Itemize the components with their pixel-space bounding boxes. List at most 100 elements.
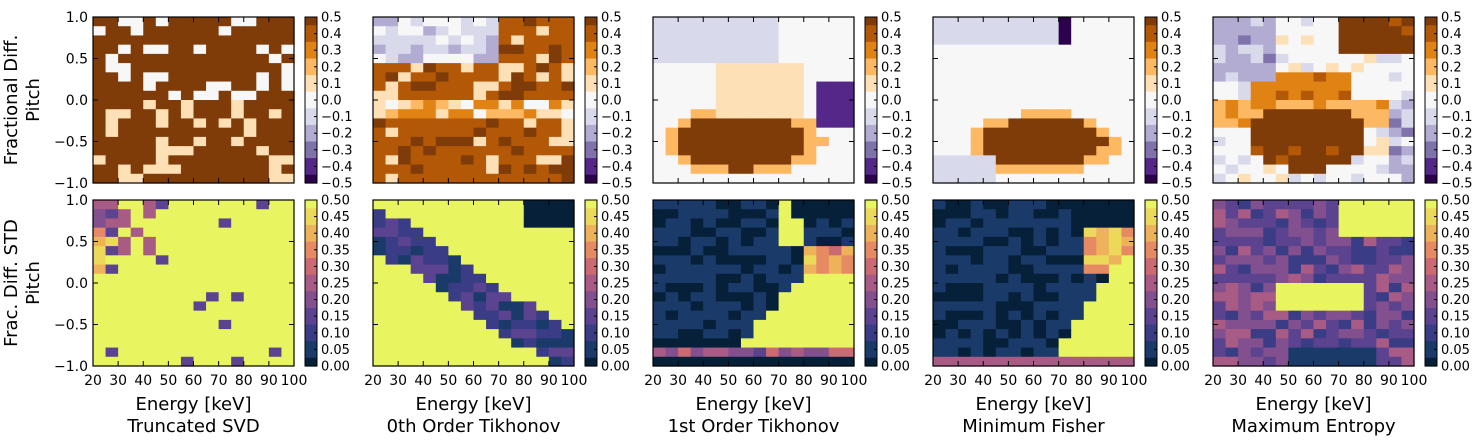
- heatmap-cell: [398, 155, 412, 166]
- heatmap-cell: [1096, 53, 1110, 64]
- heatmap-cell: [373, 53, 387, 64]
- colorbar-segment: [585, 287, 597, 292]
- heatmap-cell: [778, 227, 792, 238]
- heatmap-cell: [995, 127, 1009, 138]
- heatmap-cell: [1121, 35, 1135, 46]
- heatmap-cell: [1108, 109, 1123, 120]
- colorbar-tick-label: 0.1: [601, 77, 622, 92]
- heatmap-cell: [231, 127, 245, 138]
- heatmap-cell: [1058, 200, 1072, 210]
- colorbar-tick-label: 0.20: [881, 293, 910, 308]
- colorbar-segment: [305, 25, 317, 31]
- heatmap-cell: [523, 310, 537, 321]
- heatmap-cell: [740, 356, 755, 367]
- heatmap-cell: [1238, 338, 1252, 349]
- heatmap-cell: [1376, 292, 1390, 303]
- heatmap-cell: [105, 264, 119, 275]
- heatmap-cell: [193, 90, 207, 101]
- heatmap-cell: [766, 63, 780, 73]
- heatmap-cell: [778, 209, 792, 220]
- heatmap-cell: [1020, 146, 1035, 156]
- heatmap-cell: [1071, 136, 1085, 147]
- heatmap-cell: [231, 81, 245, 92]
- heatmap-cell: [1326, 347, 1340, 358]
- heatmap-cell: [193, 26, 207, 37]
- heatmap-cell: [180, 118, 195, 129]
- heatmap-cell: [1363, 301, 1377, 312]
- heatmap-cell: [410, 356, 424, 367]
- colorbar-segment: [305, 100, 317, 105]
- heatmap-cell: [410, 109, 424, 120]
- colorbar-segment: [865, 241, 877, 247]
- heatmap-cell: [1121, 338, 1135, 349]
- heatmap-cell: [398, 100, 412, 110]
- heatmap-cell: [1071, 127, 1085, 138]
- heatmap-cell: [945, 100, 959, 110]
- heatmap-cell: [1275, 100, 1289, 110]
- colorbar-segment: [1425, 33, 1437, 39]
- colorbar-tick-label: 0.5: [881, 11, 902, 26]
- colorbar-tick-label: 0.5: [321, 11, 342, 26]
- heatmap-cell: [1351, 44, 1365, 55]
- heatmap-cell: [1096, 236, 1110, 247]
- heatmap-cell: [1351, 264, 1365, 275]
- heatmap-cell: [410, 164, 424, 175]
- heatmap-cell: [398, 63, 412, 73]
- heatmap-cell: [1376, 301, 1390, 312]
- heatmap-cell: [1020, 100, 1035, 110]
- heatmap-cell: [1376, 17, 1390, 27]
- heatmap-cell: [218, 17, 232, 27]
- heatmap-cell: [435, 63, 449, 73]
- heatmap-cell: [1121, 100, 1135, 110]
- heatmap-cell: [256, 329, 270, 339]
- colorbar-segment: [1145, 328, 1157, 334]
- heatmap-cell: [983, 356, 997, 367]
- heatmap-cell: [1033, 246, 1047, 256]
- heatmap-cell: [983, 347, 997, 358]
- heatmap-cell: [1083, 173, 1097, 184]
- heatmap-cell: [678, 164, 692, 175]
- heatmap-cell: [105, 90, 119, 101]
- heatmap-cell: [678, 136, 692, 147]
- heatmap-cell: [1250, 218, 1264, 229]
- heatmap-cell: [1250, 26, 1264, 37]
- heatmap-cell: [511, 53, 525, 64]
- heatmap-cell: [995, 264, 1009, 275]
- heatmap-cell: [193, 338, 207, 349]
- heatmap-cell: [1275, 310, 1289, 321]
- heatmap-cell: [410, 310, 424, 321]
- heatmap-cell: [740, 164, 755, 175]
- heatmap-cell: [435, 81, 449, 92]
- heatmap-cell: [1096, 292, 1110, 303]
- colorbar-tick-label: 0.40: [321, 227, 350, 242]
- heatmap-cell: [1263, 200, 1277, 210]
- heatmap-cell: [970, 319, 984, 330]
- heatmap-cell: [653, 283, 667, 293]
- colorbar-segment: [1145, 320, 1157, 326]
- heatmap-cell: [766, 44, 780, 55]
- colorbar-tick-label: 0.20: [321, 293, 350, 308]
- heatmap-cell: [118, 319, 132, 330]
- heatmap-cell: [155, 301, 169, 312]
- heatmap-cell: [803, 53, 817, 64]
- heatmap-cell: [168, 273, 182, 284]
- heatmap-cell: [218, 100, 232, 110]
- x-axis-label: Energy [keV]: [696, 394, 812, 415]
- heatmap-cell: [1388, 72, 1403, 83]
- heatmap-cell: [385, 319, 399, 330]
- heatmap-cell: [995, 164, 1009, 175]
- row-label-bottom: Frac. Diff. STD Pitch: [1, 219, 44, 347]
- heatmap-cell: [1363, 338, 1377, 349]
- heatmap-cell: [206, 236, 220, 247]
- heatmap-cell: [1263, 246, 1277, 256]
- heatmap-cell: [703, 283, 717, 293]
- heatmap-cell: [1033, 319, 1047, 330]
- heatmap-cell: [1376, 26, 1390, 37]
- heatmap-cell: [1313, 26, 1327, 37]
- heatmap-cell: [753, 347, 767, 358]
- heatmap-cell: [168, 347, 182, 358]
- heatmap-cell: [1351, 53, 1365, 64]
- heatmap-cell: [828, 347, 843, 358]
- heatmap-cell: [511, 246, 525, 256]
- heatmap-cell: [561, 209, 575, 220]
